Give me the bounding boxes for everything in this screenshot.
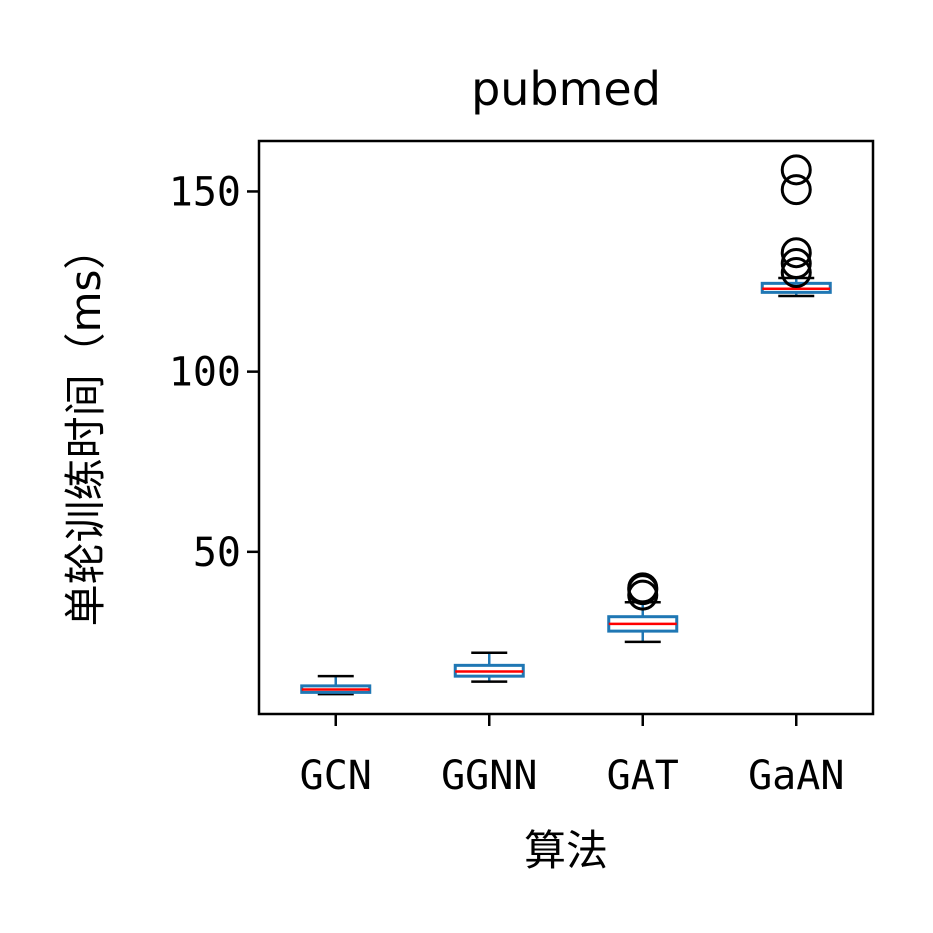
- plot-frame: [257, 139, 875, 716]
- y-tick-label: 50: [193, 530, 241, 576]
- outlier-point: [780, 257, 812, 289]
- y-axis: 50 100 150: [169, 169, 259, 576]
- x-axis: GCN GGNN GAT GaAN: [300, 714, 844, 799]
- outlier-point: [780, 154, 812, 186]
- box-group-gcn: [300, 674, 372, 696]
- outlier-point: [780, 174, 812, 206]
- box-group-gaan: [760, 154, 832, 298]
- outlier-point: [780, 237, 812, 269]
- x-tick-label: GAT: [607, 753, 679, 799]
- chart-title: pubmed: [471, 62, 661, 116]
- x-tick-label: GCN: [300, 753, 372, 799]
- y-axis-label: 单轮训练时间（ms）: [61, 228, 110, 627]
- box-group-gat: [607, 572, 679, 644]
- plot-area: [300, 154, 832, 696]
- box-group-ggnn: [453, 651, 525, 683]
- x-axis-label: 算法: [524, 826, 608, 875]
- y-tick-label: 150: [169, 169, 241, 215]
- x-tick-label: GGNN: [441, 753, 537, 799]
- outlier-point: [780, 248, 812, 280]
- outlier-point: [627, 572, 659, 604]
- y-tick-label: 100: [169, 350, 241, 396]
- x-tick-label: GaAN: [748, 753, 844, 799]
